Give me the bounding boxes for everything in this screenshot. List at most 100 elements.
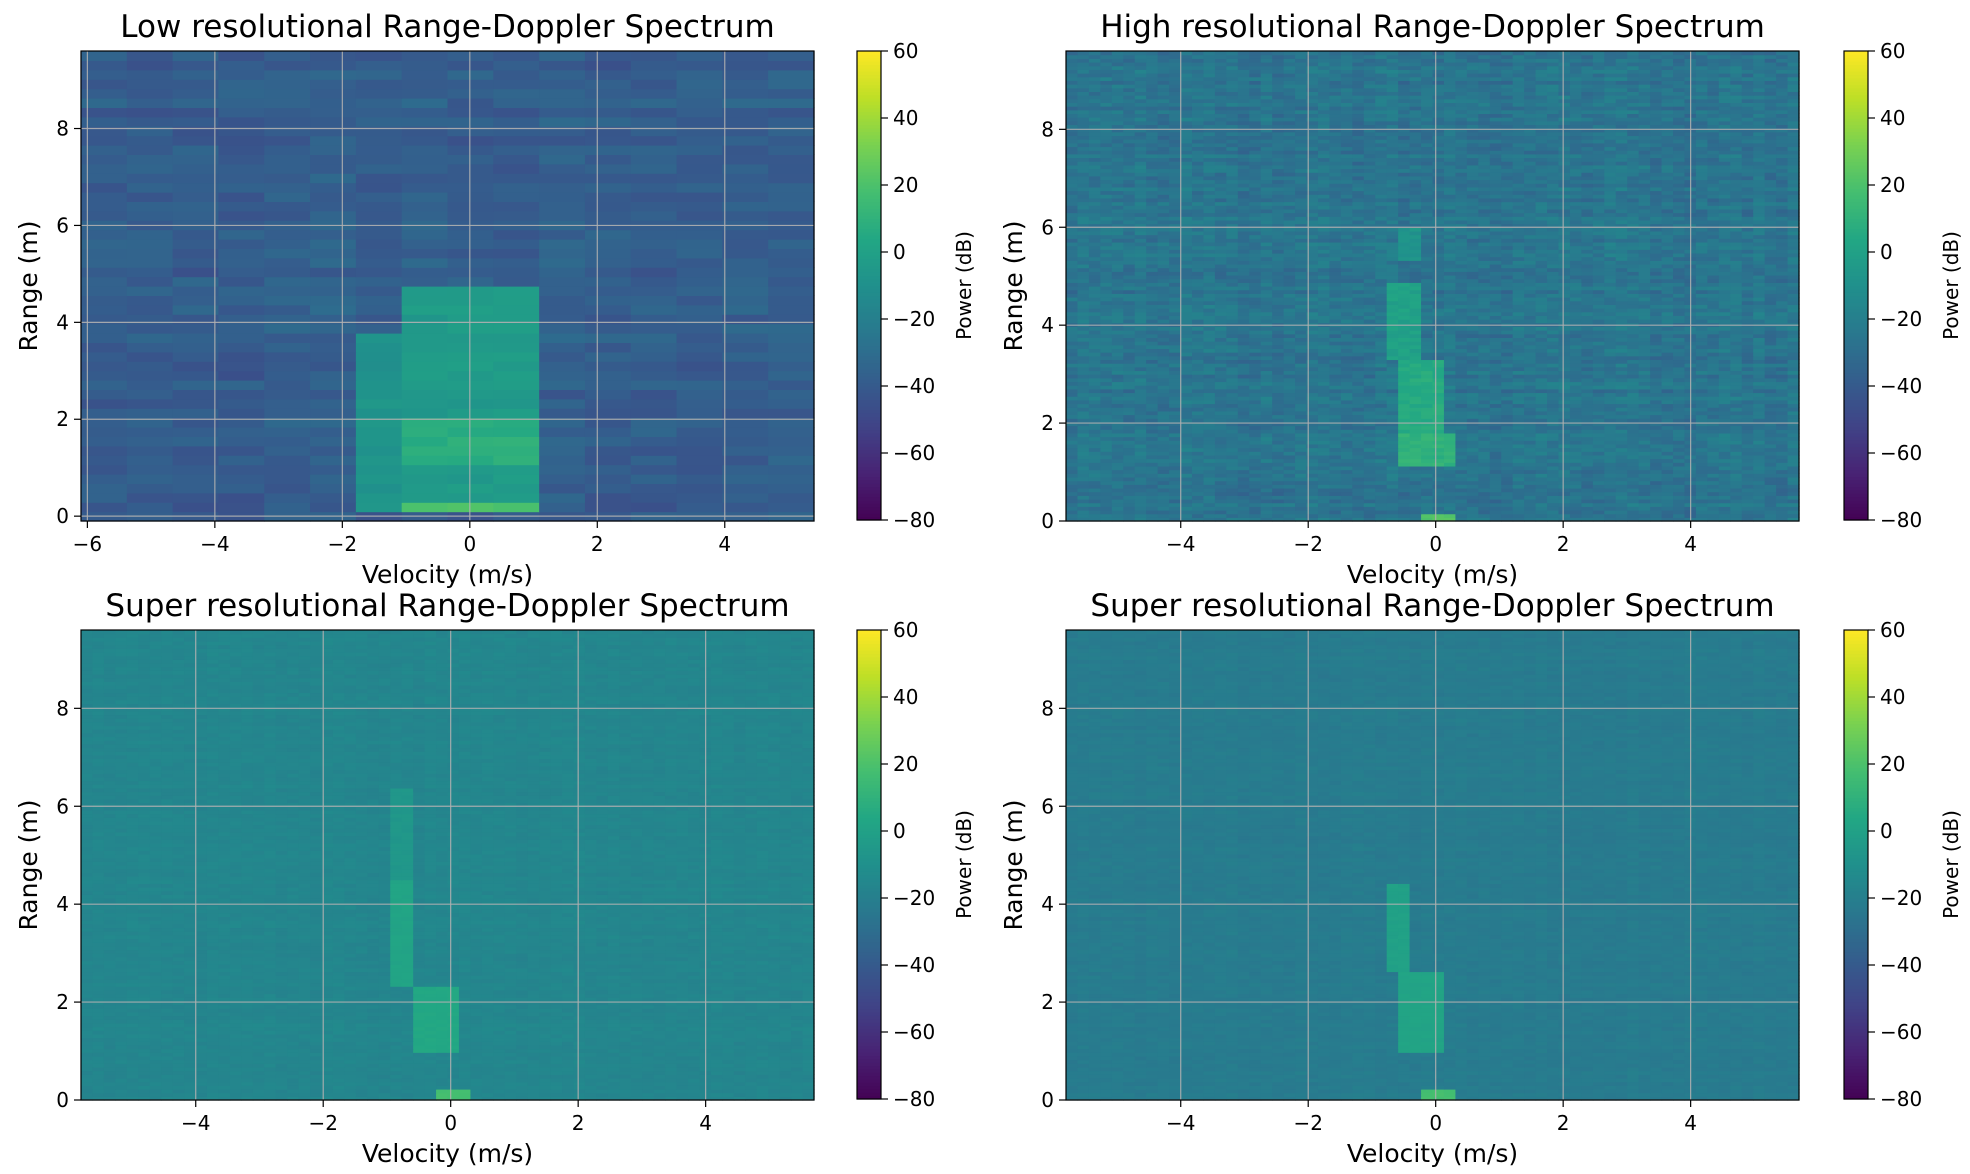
- heatmap-cell: [1111, 476, 1124, 482]
- heatmap-cell: [1329, 506, 1342, 511]
- heatmap-cell: [630, 342, 678, 353]
- heatmap-cell: [1707, 355, 1720, 361]
- heatmap-cell: [1535, 344, 1548, 350]
- heatmap-cell: [1066, 502, 1079, 507]
- heatmap-cell: [1088, 491, 1101, 496]
- heatmap-cell: [218, 351, 265, 362]
- heatmap-cell: [1340, 297, 1353, 302]
- heatmap-cell: [1077, 425, 1090, 430]
- heatmap-cell: [1615, 495, 1628, 500]
- heatmap-cell: [1260, 506, 1273, 511]
- colorbar-step: [857, 332, 881, 337]
- heatmap-cell: [1398, 425, 1411, 430]
- heatmap-cell: [1409, 476, 1422, 482]
- heatmap-cell: [355, 248, 403, 259]
- heatmap-cell: [1547, 374, 1560, 379]
- heatmap-cell: [722, 492, 769, 503]
- heatmap-cell: [1432, 491, 1445, 496]
- heatmap-cell: [1111, 297, 1124, 302]
- heatmap-cell: [81, 210, 128, 221]
- heatmap-cell: [493, 60, 540, 71]
- heatmap-cell: [1741, 429, 1754, 434]
- heatmap-cell: [1627, 315, 1640, 320]
- x-tick-label: 0: [463, 532, 476, 556]
- heatmap-cell: [1592, 487, 1605, 493]
- heatmap-cell: [1638, 352, 1651, 357]
- heatmap-cell: [1123, 509, 1136, 515]
- heatmap-cell: [676, 492, 723, 503]
- heatmap-cell: [1787, 399, 1800, 405]
- heatmap-cell: [1753, 425, 1766, 430]
- heatmap-cell: [1066, 451, 1079, 456]
- heatmap-cell: [1123, 392, 1136, 397]
- heatmap-cell: [1077, 484, 1090, 489]
- heatmap-cell: [1283, 363, 1296, 368]
- heatmap-cell: [676, 314, 723, 325]
- heatmap-cell: [1615, 359, 1628, 364]
- heatmap-cell: [1226, 410, 1239, 416]
- heatmap-cell: [1203, 370, 1216, 375]
- heatmap-cell: [1295, 311, 1308, 316]
- heatmap-cell: [1718, 517, 1731, 522]
- heatmap-cell: [1272, 462, 1285, 467]
- heatmap-cell: [1432, 517, 1445, 522]
- heatmap-cell: [1226, 399, 1239, 405]
- heatmap-cell: [1363, 344, 1376, 350]
- heatmap-cell: [1478, 476, 1491, 482]
- heatmap-cell: [1340, 381, 1353, 386]
- heatmap-cell: [1066, 484, 1079, 489]
- heatmap-cell: [1455, 425, 1468, 430]
- heatmap-cell: [1283, 418, 1296, 423]
- heatmap-cell: [1295, 425, 1308, 430]
- heatmap-cell: [630, 239, 678, 249]
- heatmap-cell: [1489, 333, 1502, 338]
- heatmap-cell: [1776, 348, 1789, 353]
- heatmap-cell: [722, 276, 769, 287]
- colorbar-step: [857, 322, 881, 327]
- heatmap-cell: [1466, 462, 1479, 467]
- heatmap-cell: [1673, 300, 1686, 305]
- heatmap-cell: [1432, 377, 1445, 383]
- heatmap-cell: [126, 239, 174, 249]
- heatmap-cell: [722, 51, 769, 61]
- heatmap-cell: [1203, 414, 1216, 419]
- heatmap-cell: [1707, 432, 1720, 438]
- heatmap-cell: [1673, 308, 1686, 313]
- heatmap-cell: [1512, 407, 1525, 412]
- heatmap-cell: [310, 333, 357, 343]
- heatmap-cell: [1306, 319, 1319, 324]
- heatmap-cell: [1146, 370, 1159, 375]
- colorbar-step: [857, 345, 881, 350]
- heatmap-cell: [1432, 311, 1445, 316]
- heatmap-cell: [1409, 462, 1422, 467]
- heatmap-cell: [1340, 330, 1353, 335]
- heatmap-cell: [1547, 359, 1560, 364]
- heatmap-cell: [1478, 341, 1491, 346]
- heatmap-cell: [1432, 498, 1445, 504]
- heatmap-cell: [1661, 403, 1674, 408]
- heatmap-cell: [1432, 341, 1445, 346]
- heatmap-cell: [1787, 476, 1800, 482]
- heatmap-cell: [310, 239, 357, 249]
- heatmap-cell: [630, 51, 678, 61]
- heatmap-cell: [1398, 410, 1411, 416]
- heatmap-cell: [310, 389, 357, 400]
- heatmap-cell: [1398, 300, 1411, 305]
- heatmap-cell: [1066, 487, 1079, 493]
- heatmap-cell: [1157, 495, 1170, 500]
- heatmap-cell: [1272, 495, 1285, 500]
- heatmap-cell: [1604, 348, 1617, 353]
- heatmap-cell: [1260, 359, 1273, 364]
- heatmap-cell: [355, 445, 403, 456]
- heatmap-cell: [172, 455, 220, 466]
- heatmap-cell: [1592, 293, 1605, 298]
- heatmap-cell: [1615, 473, 1628, 478]
- heatmap-cell: [493, 464, 540, 475]
- heatmap-cell: [768, 492, 815, 503]
- heatmap-cell: [1443, 410, 1456, 416]
- heatmap-cell: [1718, 436, 1731, 441]
- heatmap-cell: [1501, 517, 1514, 522]
- heatmap-cell: [1088, 436, 1101, 441]
- heatmap-cell: [1409, 484, 1422, 489]
- heatmap-cell: [1730, 513, 1743, 518]
